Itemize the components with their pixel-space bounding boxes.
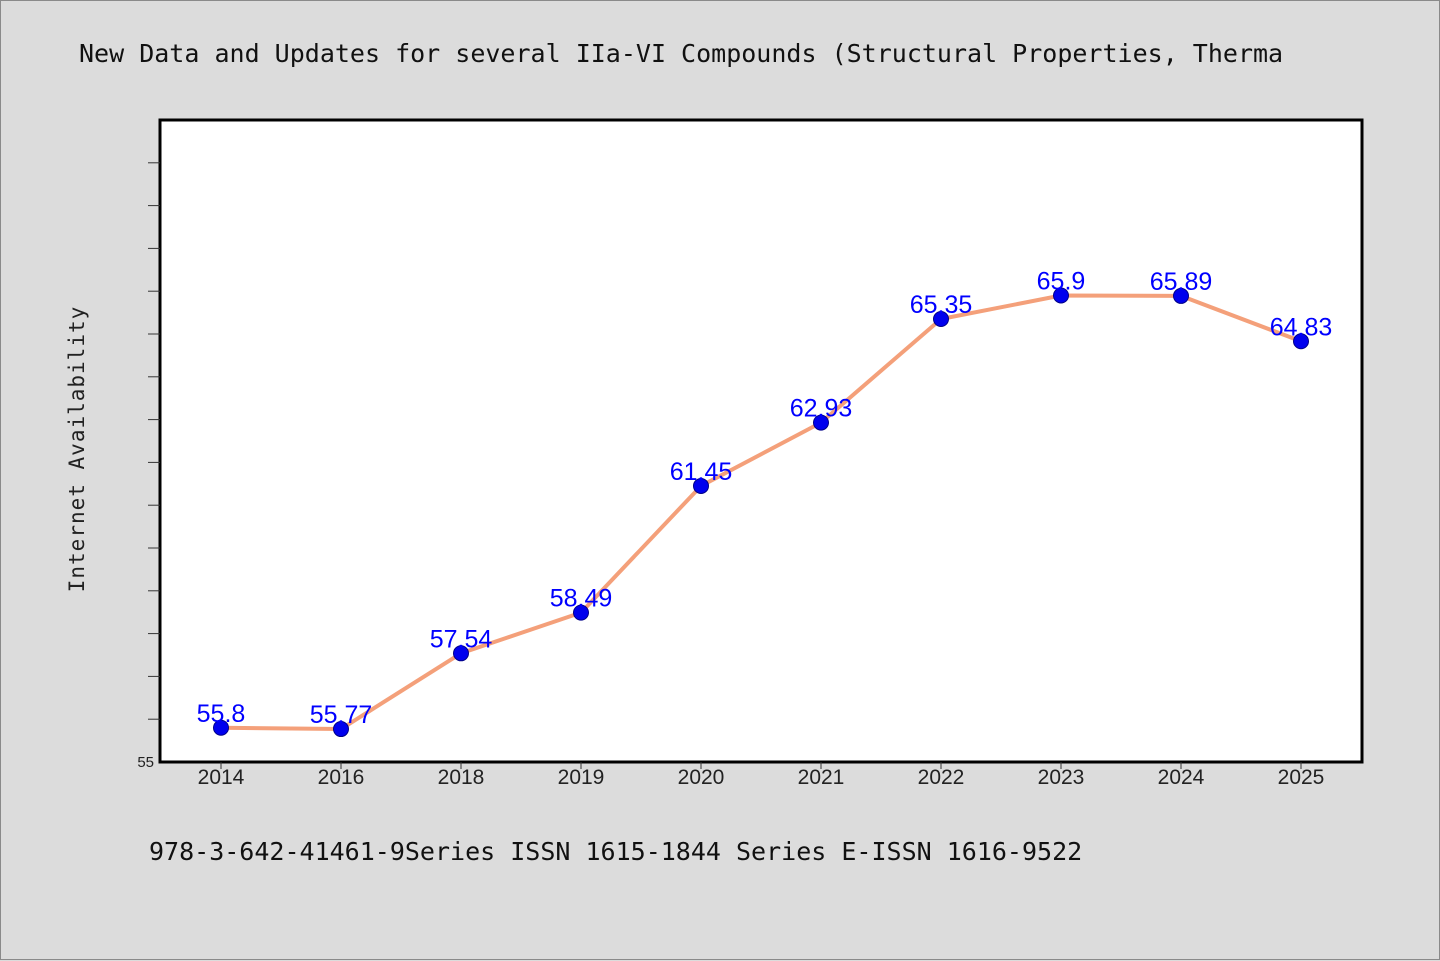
data-point [693,477,709,494]
data-label: 64.83 [1270,313,1333,341]
data-label: 61.45 [670,458,733,486]
x-tick-label: 2022 [918,766,965,789]
plot-area [158,118,1364,764]
data-point [933,311,949,328]
series-line [219,293,1303,732]
chart-title: New Data and Updates for several IIa-VI … [79,39,1284,68]
x-tick-label: 2016 [318,766,365,789]
x-tick-label: 2018 [438,766,485,789]
data-label: 55.8 [197,700,246,728]
data-label: 65.89 [1150,268,1213,296]
data-label: 55.77 [310,701,373,729]
data-point [1053,287,1069,304]
data-point [453,645,469,662]
data-label: 65.35 [910,291,973,319]
y-tick-label: 55 [137,754,154,771]
data-label: 58.49 [550,585,613,613]
x-tick-label: 2021 [798,766,845,789]
data-point [333,721,349,738]
data-point [213,719,229,736]
data-label: 65.9 [1037,267,1086,295]
data-point [813,414,829,431]
x-tick-label: 2025 [1278,766,1325,789]
x-tick-label: 2023 [1038,766,1085,789]
x-tick-label: 2019 [558,766,605,789]
x-tick-label: 2020 [678,766,725,789]
footer-isbn-text: 978-3-642-41461-9Series ISSN 1615-1844 S… [149,837,1083,866]
x-tick-label: 2014 [198,766,245,789]
data-point [1173,287,1189,304]
x-tick-label: 2024 [1158,766,1205,789]
data-label: 57.54 [430,625,493,653]
data-point [573,604,589,621]
data-label: 62.93 [790,395,853,423]
data-point [1293,333,1309,350]
